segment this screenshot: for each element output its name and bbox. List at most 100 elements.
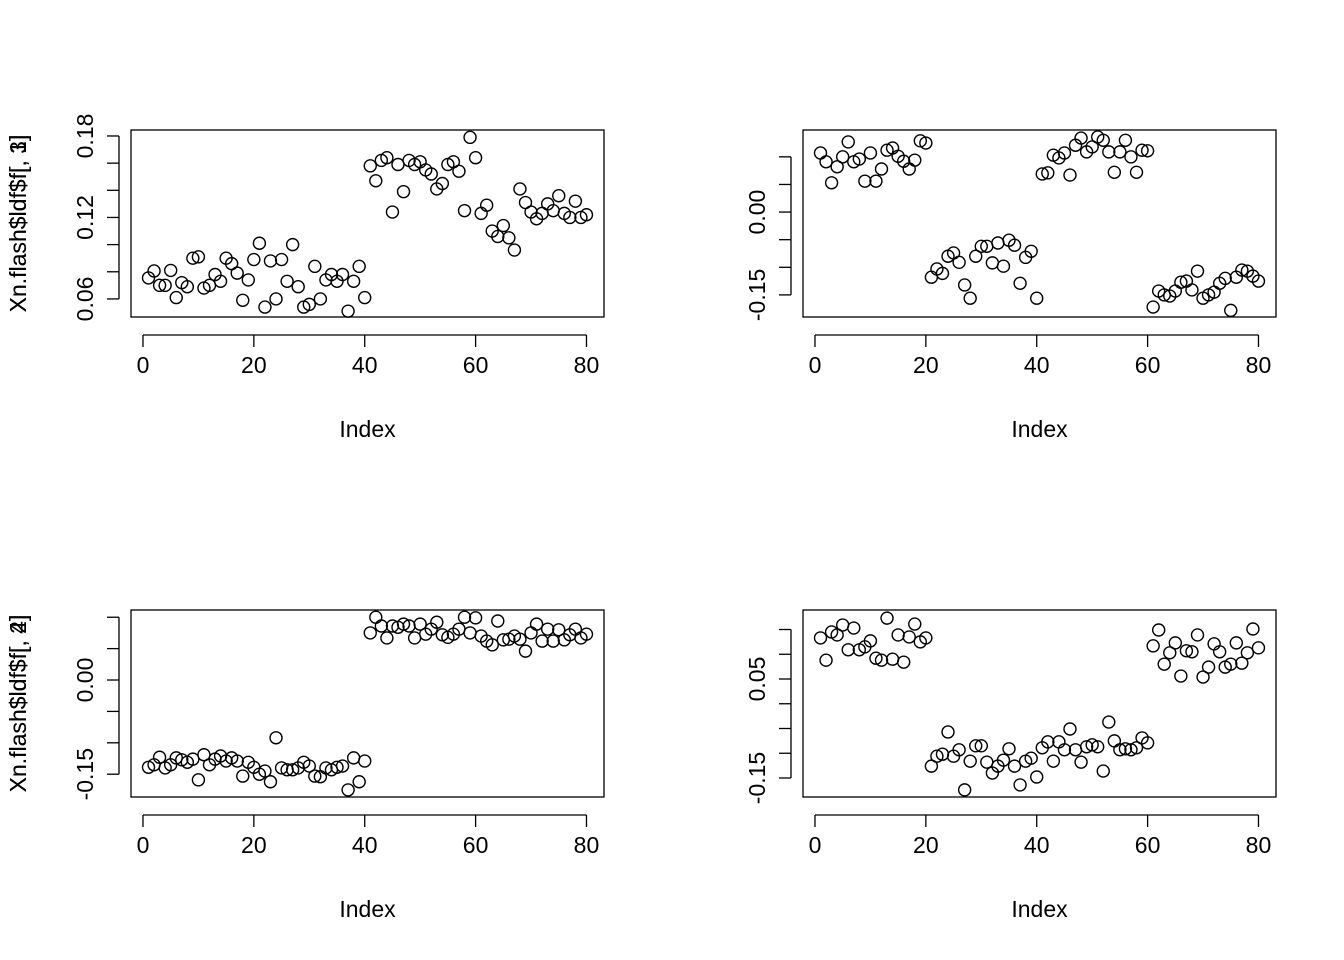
point (1190, 264, 1205, 278)
point (330, 760, 344, 774)
point (1013, 778, 1027, 792)
point (335, 267, 350, 282)
x-tick-label: 40 (352, 832, 378, 858)
x-tick-label: 80 (574, 352, 600, 378)
point (1196, 670, 1210, 684)
x-tick-label: 40 (352, 352, 378, 378)
point (1102, 145, 1116, 159)
y-axis-label: Xn.flash$ldf$f[, 3] (5, 135, 31, 313)
point (413, 617, 427, 631)
point (374, 619, 389, 633)
point (824, 176, 839, 190)
point (835, 618, 850, 632)
point (236, 769, 250, 783)
point (485, 638, 499, 652)
point (169, 290, 183, 305)
point (457, 203, 472, 218)
point (813, 146, 828, 160)
point (430, 615, 444, 629)
point (152, 750, 167, 764)
point (263, 254, 278, 268)
y-tick-label: 0.00 (744, 190, 770, 235)
point (186, 752, 200, 766)
point (1118, 742, 1133, 756)
point (491, 614, 505, 628)
point (1063, 168, 1077, 182)
x-tick-label: 60 (1135, 832, 1161, 858)
point (963, 754, 977, 768)
point (341, 304, 355, 318)
point (874, 653, 889, 667)
point (830, 160, 844, 174)
y-tick-label: -0.15 (744, 752, 770, 804)
point (158, 278, 172, 293)
point (269, 731, 283, 745)
x-tick-label: 80 (1246, 832, 1272, 858)
y-axis-label: Xn.flash$ldf$f[, 4] (5, 615, 31, 793)
point (380, 151, 394, 165)
point (1046, 754, 1061, 768)
point (1185, 645, 1199, 659)
point (308, 769, 322, 783)
plot-frame (802, 609, 1277, 798)
point (513, 632, 527, 646)
point (1146, 639, 1160, 653)
point (1212, 645, 1227, 659)
point (152, 278, 167, 293)
point (880, 143, 894, 157)
point (885, 652, 900, 666)
x-axis-label: Index (339, 896, 396, 922)
point (891, 628, 905, 642)
point (396, 184, 411, 199)
x-tick-label: 80 (1246, 352, 1272, 378)
point (819, 653, 833, 667)
point (1240, 646, 1255, 660)
plot-frame (130, 129, 605, 318)
x-tick-label: 20 (241, 832, 267, 858)
point (291, 280, 305, 294)
x-tick-label: 0 (809, 832, 822, 858)
point (1179, 644, 1194, 658)
point (186, 251, 200, 265)
point (1140, 736, 1155, 750)
point (197, 748, 211, 762)
point (424, 167, 438, 181)
point (841, 135, 855, 149)
point (274, 252, 289, 267)
point (247, 252, 261, 267)
point (952, 255, 966, 270)
x-tick-label: 0 (137, 832, 150, 858)
point (1157, 657, 1171, 671)
point (1129, 741, 1144, 755)
point (230, 266, 244, 280)
point (1146, 300, 1160, 314)
point (391, 157, 405, 172)
point (313, 292, 328, 306)
point (1079, 740, 1094, 754)
point (529, 617, 544, 631)
point (1235, 263, 1249, 277)
point (1163, 646, 1177, 660)
point (974, 239, 988, 254)
point (468, 151, 483, 165)
point (546, 634, 560, 648)
point (1201, 660, 1216, 674)
point (535, 634, 549, 648)
point (969, 249, 983, 263)
point (1063, 722, 1077, 736)
point (847, 621, 861, 635)
point (568, 194, 583, 208)
x-tick-label: 0 (809, 352, 822, 378)
point (841, 643, 855, 657)
point (463, 130, 477, 145)
point (491, 229, 505, 244)
point (957, 278, 972, 292)
point (380, 631, 394, 645)
point (1218, 271, 1232, 286)
point (263, 775, 278, 789)
point (830, 628, 844, 642)
point (346, 274, 361, 288)
point (1129, 165, 1144, 180)
point (935, 266, 950, 281)
